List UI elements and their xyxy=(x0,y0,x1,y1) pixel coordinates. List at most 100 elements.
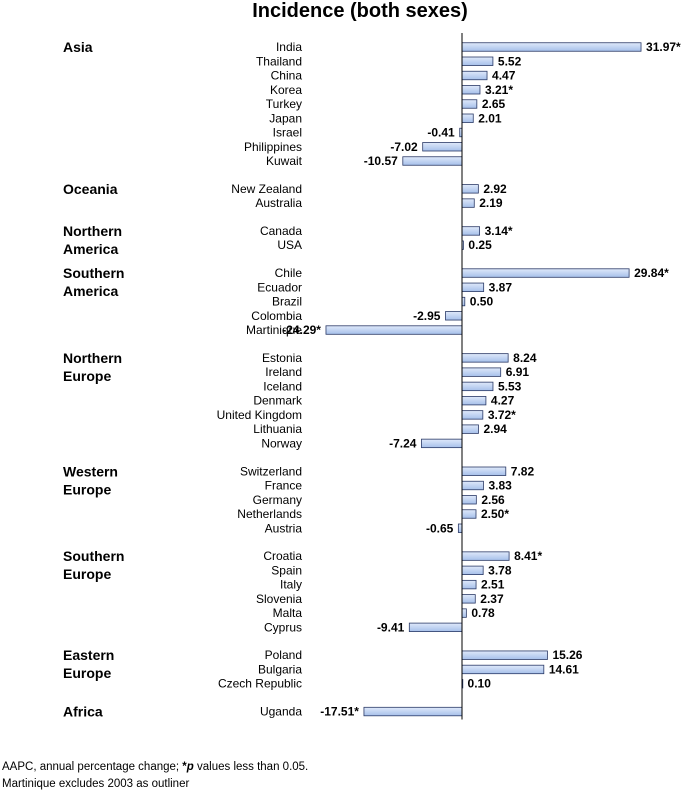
bar xyxy=(421,438,463,449)
country-label: Philippines xyxy=(244,140,302,154)
bar xyxy=(461,424,479,434)
country-label: Kuwait xyxy=(266,154,303,168)
data-label: 14.61 xyxy=(549,662,579,676)
data-label: 3.87 xyxy=(489,280,513,294)
bar xyxy=(461,579,477,590)
data-label: 2.19 xyxy=(479,196,503,210)
data-label: -0.41 xyxy=(427,126,455,140)
data-label: 0.10 xyxy=(468,677,492,691)
country-label: Turkey xyxy=(266,97,302,111)
bar xyxy=(461,509,477,519)
bar xyxy=(445,311,463,321)
data-label: 2.56 xyxy=(481,493,505,507)
country-label: Martinique xyxy=(246,323,302,337)
data-label: 2.50* xyxy=(481,507,509,521)
data-label: 2.37 xyxy=(480,592,504,606)
bar xyxy=(461,353,509,363)
region-label: Europe xyxy=(63,566,111,582)
country-label: Malta xyxy=(273,606,303,620)
country-label: Cyprus xyxy=(264,620,302,634)
data-label: 2.65 xyxy=(482,97,506,111)
data-label: 3.14* xyxy=(485,224,513,238)
bar xyxy=(402,156,463,166)
data-label: -24.29* xyxy=(282,323,321,337)
region-label: Europe xyxy=(63,665,111,681)
region-label: America xyxy=(63,241,118,257)
country-label: Uganda xyxy=(260,705,302,719)
incidence-chart: Incidence (both sexes) Asia India 31.97* Th… xyxy=(63,0,681,720)
region-label: Africa xyxy=(63,704,103,720)
data-label: 3.83 xyxy=(488,479,512,493)
country-label: Poland xyxy=(265,648,302,662)
bar xyxy=(461,198,475,208)
bar xyxy=(461,70,488,81)
country-label: Germany xyxy=(253,493,302,507)
footnote-p: p xyxy=(186,761,194,773)
region-label: Northern xyxy=(63,350,122,366)
data-label: 0.50 xyxy=(470,295,494,309)
bar xyxy=(461,664,545,675)
country-label: USA xyxy=(277,238,302,252)
country-label: Australia xyxy=(255,196,302,210)
data-label: 8.24 xyxy=(513,351,537,365)
data-label: 31.97* xyxy=(646,40,681,54)
data-label: -9.41 xyxy=(377,620,405,634)
data-label: 3.21* xyxy=(485,83,513,97)
data-label: 5.53 xyxy=(498,379,522,393)
region-label: Southern xyxy=(63,265,124,281)
country-label: United Kingdom xyxy=(217,408,302,422)
bar xyxy=(461,650,548,660)
bar xyxy=(461,42,642,52)
country-label: India xyxy=(276,40,302,54)
country-label: China xyxy=(271,69,303,83)
country-label: Lithuania xyxy=(253,422,302,436)
region-label: America xyxy=(63,283,118,299)
bar xyxy=(461,381,494,392)
country-label: Austria xyxy=(265,521,303,535)
bar xyxy=(461,113,474,123)
country-label: Italy xyxy=(280,578,302,592)
bar xyxy=(461,367,502,377)
data-label: 6.91 xyxy=(506,365,530,379)
data-label: 4.27 xyxy=(491,394,515,408)
data-label: 15.26 xyxy=(552,648,582,662)
country-label: Slovenia xyxy=(256,592,302,606)
footnote-line-1: AAPC, annual percentage change; *p value… xyxy=(2,761,308,773)
country-label: Denmark xyxy=(253,394,303,408)
bar xyxy=(461,282,485,292)
data-label: -2.95 xyxy=(413,309,441,323)
country-label: Norway xyxy=(261,436,302,450)
region-label: Southern xyxy=(63,548,124,564)
footnote-star: * xyxy=(182,761,187,773)
bar xyxy=(422,142,463,152)
region-label: Western xyxy=(63,463,118,479)
country-label: Netherlands xyxy=(237,507,302,521)
country-label: Switzerland xyxy=(240,464,302,478)
country-label: Estonia xyxy=(262,351,302,365)
data-label: -10.57 xyxy=(364,154,398,168)
country-label: New Zealand xyxy=(231,182,302,196)
bar xyxy=(461,480,484,491)
country-label: Iceland xyxy=(263,379,302,393)
bar xyxy=(325,325,463,335)
data-label: -17.51* xyxy=(320,705,359,719)
country-label: Colombia xyxy=(251,309,302,323)
data-label: 2.92 xyxy=(483,182,507,196)
country-label: Bulgaria xyxy=(258,662,302,676)
bar xyxy=(461,395,487,406)
footnote-text-1a: AAPC, annual percentage change; xyxy=(2,761,183,773)
data-label: 5.52 xyxy=(498,54,522,68)
data-label: 8.41* xyxy=(514,549,542,563)
data-label: -7.24 xyxy=(389,436,417,450)
region-label: Oceania xyxy=(63,181,118,197)
bar xyxy=(461,410,484,420)
region-label: Eastern xyxy=(63,647,114,663)
country-label: Canada xyxy=(260,224,302,238)
data-label: 2.94 xyxy=(483,422,507,436)
country-label: Chile xyxy=(275,266,303,280)
country-label: Korea xyxy=(270,83,302,97)
country-label: Spain xyxy=(271,563,302,577)
country-label: Croatia xyxy=(263,549,302,563)
bar xyxy=(461,594,476,604)
bar xyxy=(408,622,463,632)
